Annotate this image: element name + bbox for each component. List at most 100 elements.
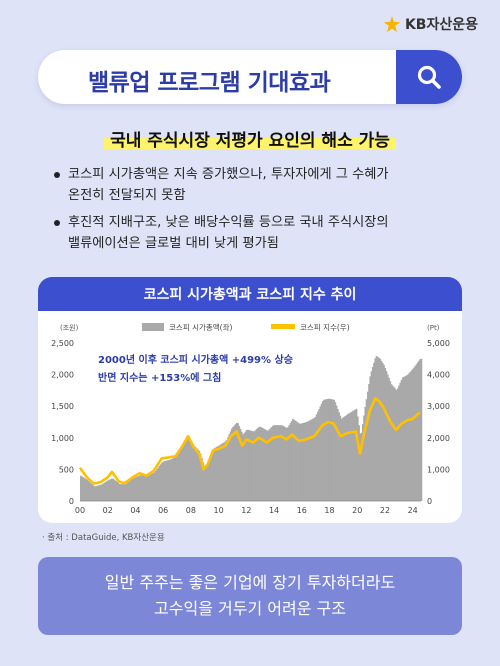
market-cap-bar (133, 477, 136, 501)
market-cap-bar (126, 483, 128, 501)
market-cap-bar (248, 430, 251, 501)
market-cap-bar (358, 425, 360, 501)
market-cap-bar (163, 461, 166, 501)
market-cap-bar (344, 416, 347, 501)
market-cap-bar (268, 429, 271, 501)
market-cap-bar (364, 407, 367, 501)
market-cap-bar (116, 481, 118, 501)
right-tick-label: 2,000 (427, 434, 450, 443)
market-cap-bar (420, 358, 423, 501)
market-cap-bar (366, 391, 369, 501)
market-cap-bar (314, 416, 317, 501)
x-tick-label: 20 (352, 506, 362, 515)
market-cap-bar (320, 403, 323, 501)
legend-label-index: 코스피 지수(우) (300, 323, 350, 332)
search-icon (417, 65, 441, 89)
market-cap-bar (329, 398, 332, 501)
market-cap-bar (168, 459, 171, 501)
market-cap-bar (297, 422, 299, 501)
market-cap-bar (315, 414, 318, 501)
market-cap-bar (325, 399, 328, 501)
market-cap-bar (144, 476, 147, 501)
market-cap-bar (166, 460, 168, 501)
bullet-item: 후진적 지배구조, 낮은 배당수익률 등으로 국내 주식시장의 밸류에이션은 글… (54, 212, 454, 254)
market-cap-bar (409, 372, 412, 501)
market-cap-bar (399, 382, 402, 501)
market-cap-bar (162, 461, 165, 501)
bullet-list: 코스피 시가총액은 지속 증가했으나, 투자자에게 그 수혜가 온전히 전달되지… (54, 164, 454, 260)
market-cap-bar (177, 454, 180, 501)
market-cap-bar (339, 415, 342, 501)
market-cap-bar (194, 447, 197, 501)
market-cap-bar (218, 445, 221, 501)
left-axis-unit: (조원) (60, 323, 79, 332)
chart-card: 코스피 시가총액과 코스피 지수 추이 (조원) (Pt) 코스피 시가총액(좌… (38, 277, 462, 523)
market-cap-bar (359, 433, 362, 501)
market-cap-bar (88, 481, 91, 501)
market-cap-bar (196, 448, 198, 501)
market-cap-bar (338, 412, 340, 501)
market-cap-bar (304, 422, 307, 501)
market-cap-bar (351, 411, 354, 501)
market-cap-bar (108, 479, 111, 501)
market-cap-bar (273, 425, 276, 501)
market-cap-bar (152, 473, 155, 501)
market-cap-bar (80, 475, 82, 501)
market-cap-bar (299, 423, 302, 501)
market-cap-bar (91, 484, 93, 501)
market-cap-bar (295, 421, 298, 501)
market-cap-bar (179, 450, 182, 501)
bullet-line: 밸류에이션은 글로벌 대비 낮게 평가됨 (68, 236, 279, 251)
market-cap-bar (317, 411, 319, 501)
market-cap-bar (267, 430, 269, 501)
market-cap-bar (142, 475, 145, 501)
market-cap-bar (403, 376, 405, 501)
market-cap-bar (324, 399, 327, 501)
market-cap-bar (189, 439, 192, 501)
market-cap-bar (290, 420, 293, 501)
market-cap-bar (123, 484, 126, 501)
market-cap-bar (334, 402, 337, 501)
market-cap-bar (84, 478, 87, 501)
market-cap-bar (398, 385, 400, 501)
conclusion-box: 일반 주주는 좋은 기업에 장기 투자하더라도 고수익을 거두기 어려운 구조 (38, 557, 462, 635)
left-tick-label: 1,500 (51, 402, 74, 411)
search-button[interactable] (396, 50, 462, 104)
market-cap-bar (186, 440, 188, 501)
market-cap-bar (277, 425, 279, 501)
market-cap-bar (153, 472, 156, 501)
market-cap-bar (410, 370, 413, 501)
market-cap-bar (92, 485, 95, 501)
market-cap-bar (287, 427, 289, 501)
market-cap-bar (83, 478, 86, 501)
market-cap-bar (411, 369, 414, 501)
market-cap-bar (118, 483, 121, 501)
market-cap-bar (395, 389, 398, 501)
market-cap-bar (81, 476, 83, 501)
market-cap-bar (370, 371, 373, 501)
x-tick-label: 10 (214, 506, 224, 515)
market-cap-bar (252, 431, 254, 501)
market-cap-bar (385, 371, 388, 501)
market-cap-bar (374, 358, 377, 501)
market-cap-bar (117, 482, 120, 501)
market-cap-bar (127, 482, 130, 501)
market-cap-bar (167, 460, 170, 501)
market-cap-bar (138, 475, 141, 501)
market-cap-bar (264, 429, 267, 501)
x-tick-label: 00 (75, 506, 85, 515)
market-cap-bar (373, 362, 375, 501)
market-cap-bar (298, 423, 301, 501)
market-cap-bar (173, 457, 176, 501)
left-tick-label: 1,000 (51, 434, 74, 443)
market-cap-bar (154, 470, 157, 501)
bullet-line: 후진적 지배구조, 낮은 배당수익률 등으로 국내 주식시장의 (68, 215, 389, 230)
market-cap-bar (209, 457, 212, 501)
market-cap-bar (183, 444, 186, 501)
market-cap-bar (415, 364, 418, 501)
market-cap-bar (332, 399, 334, 501)
market-cap-bar (369, 376, 372, 501)
market-cap-bar (283, 426, 286, 501)
market-cap-bar (198, 450, 201, 501)
market-cap-bar (113, 479, 116, 501)
